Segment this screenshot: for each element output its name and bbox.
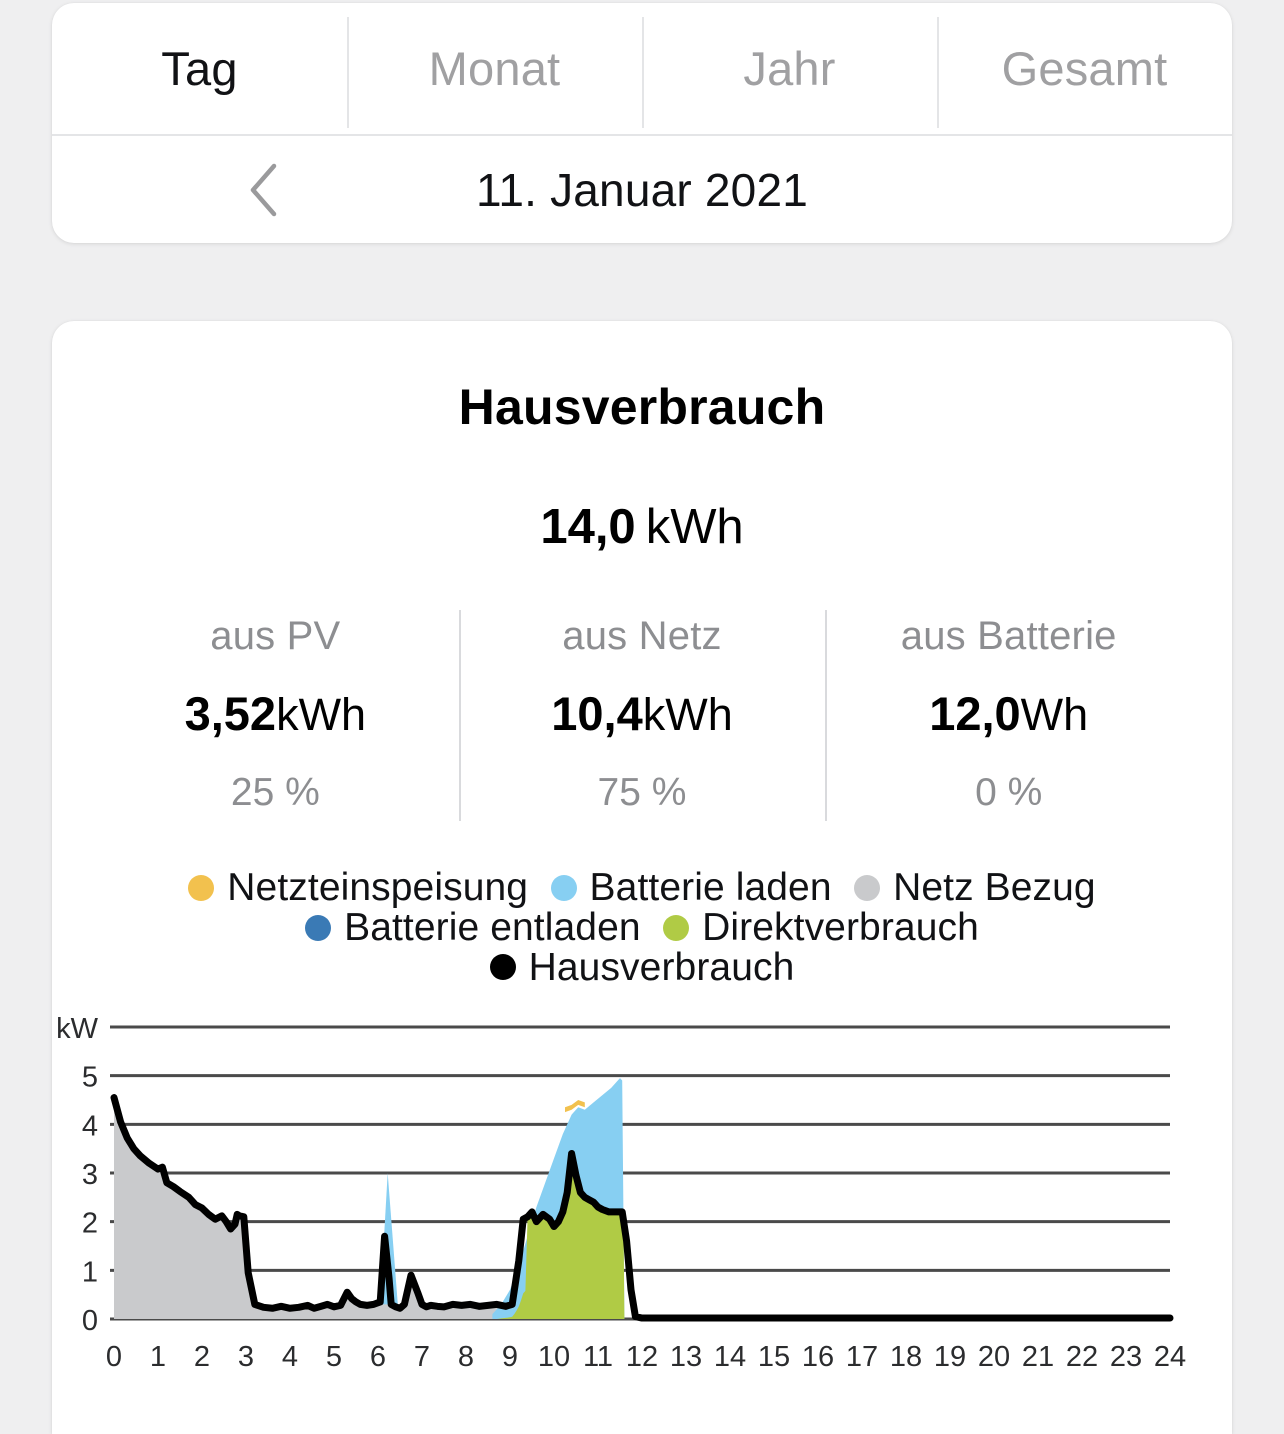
legend-label-netzeinspeisung: Netzteinspeisung <box>227 866 529 909</box>
chart-x-tick-label: 16 <box>802 1341 834 1373</box>
source-breakdown: aus PV 3,52kWh 25 % aus Netz 10,4kWh 75 … <box>52 608 1232 823</box>
chart-y-tick-label: 5 <box>82 1062 98 1094</box>
chart-x-tick-label: 4 <box>282 1341 298 1373</box>
stat-aus-batterie-number: 12,0 <box>929 687 1021 740</box>
chart-x-tick-label: 3 <box>238 1341 254 1373</box>
chart-x-tick-label: 24 <box>1154 1341 1186 1373</box>
chart-legend: Netzteinspeisung Batterie laden Netz Bez… <box>52 868 1232 987</box>
selected-date-label: 11. Januar 2021 <box>475 163 809 216</box>
chart-x-tick-label: 12 <box>626 1341 658 1373</box>
total-consumption: 14,0 kWh <box>52 499 1232 555</box>
legend-dot-batterie-laden <box>550 874 577 901</box>
chart-area-direktverbrauch <box>496 1153 625 1320</box>
house-consumption-card: Hausverbrauch 14,0 kWh aus PV 3,52kWh 25 … <box>52 321 1232 1434</box>
chart-x-tick-label: 18 <box>890 1341 922 1373</box>
chart-x-tick-label: 23 <box>1110 1341 1142 1373</box>
stat-aus-batterie: aus Batterie 12,0Wh 0 % <box>825 608 1192 823</box>
stat-aus-pv-percent: 25 % <box>230 771 320 814</box>
tab-tag-label: Tag <box>161 42 238 95</box>
chart-x-tick-label: 6 <box>370 1341 386 1373</box>
chart-x-tick-label: 13 <box>670 1341 702 1373</box>
chart-x-tick-label: 19 <box>934 1341 966 1373</box>
legend-label-batterie-entladen: Batterie entladen <box>344 905 641 949</box>
chart-y-tick-label: 1 <box>82 1257 98 1289</box>
stat-aus-netz-number: 10,4 <box>551 687 643 740</box>
chart-x-tick-label: 5 <box>326 1341 342 1373</box>
stat-aus-pv-label: aus PV <box>210 614 341 658</box>
tab-monat-label: Monat <box>428 42 561 95</box>
stat-aus-netz-percent: 75 % <box>597 771 687 814</box>
tab-jahr-label: Jahr <box>743 42 836 95</box>
stat-aus-pv-unit: kWh <box>276 689 367 740</box>
energy-chart[interactable]: 0 1 2 3 4 5 kW 0 1 2 3 4 5 6 7 8 9 10 11 12 13 14 15 16 17 18 19 20… <box>52 1009 1232 1381</box>
chart-y-axis-unit-label: kW <box>56 1013 99 1045</box>
chart-y-tick-label: 2 <box>82 1208 98 1240</box>
stat-aus-pv: aus PV 3,52kWh 25 % <box>92 608 459 823</box>
stat-aus-pv-number: 3,52 <box>184 687 277 740</box>
chart-x-tick-label: 2 <box>194 1341 210 1373</box>
chart-area-netz-bezug <box>114 1097 530 1320</box>
tab-jahr[interactable]: Jahr <box>642 3 937 134</box>
period-tabs: Tag Monat Jahr Gesamt <box>52 3 1232 136</box>
legend-dot-netz-bezug <box>854 874 881 901</box>
stat-aus-batterie-value: 12,0Wh <box>825 686 1192 741</box>
chart-line-hausverbrauch <box>110 1094 1174 1322</box>
stat-aus-netz-value: 10,4kWh <box>459 686 826 741</box>
chart-y-tick-label: 3 <box>82 1159 98 1191</box>
stat-aus-netz-label: aus Netz <box>562 614 722 658</box>
stat-aus-batterie-unit: Wh <box>1020 689 1089 740</box>
chart-x-tick-label: 7 <box>414 1341 430 1373</box>
chart-x-tick-label: 21 <box>1022 1341 1054 1373</box>
legend-label-batterie-laden: Batterie laden <box>589 866 832 909</box>
chart-x-tick-label: 22 <box>1066 1341 1098 1373</box>
legend-label-hausverbrauch: Hausverbrauch <box>528 945 795 989</box>
page-title: Hausverbrauch <box>458 379 826 435</box>
chevron-left-icon <box>246 162 280 218</box>
chart-area-netzeinspeisung <box>565 1100 585 1113</box>
chart-y-tick-label: 0 <box>82 1305 98 1337</box>
chart-x-tick-label: 17 <box>846 1341 878 1373</box>
legend-item-netzeinspeisung[interactable]: Netzteinspeisung <box>188 868 528 908</box>
chart-y-tick-label: 4 <box>82 1111 98 1143</box>
total-consumption-unit: kWh <box>645 500 744 554</box>
stat-aus-batterie-label: aus Batterie <box>900 614 1117 658</box>
legend-item-direktverbrauch[interactable]: Direktverbrauch <box>663 905 979 949</box>
stat-aus-pv-value: 3,52kWh <box>92 686 459 741</box>
tab-gesamt[interactable]: Gesamt <box>937 3 1232 134</box>
legend-dot-batterie-entladen <box>305 914 332 941</box>
tab-gesamt-label: Gesamt <box>1001 42 1168 95</box>
legend-item-netz-bezug[interactable]: Netz Bezug <box>854 868 1096 908</box>
stat-aus-netz-unit: kWh <box>642 689 733 740</box>
chart-x-tick-label: 0 <box>106 1341 122 1373</box>
legend-item-batterie-laden[interactable]: Batterie laden <box>550 866 832 909</box>
legend-dot-hausverbrauch <box>489 954 516 981</box>
chart-x-tick-label: 20 <box>978 1341 1010 1373</box>
stat-aus-netz: aus Netz 10,4kWh 75 % <box>458 608 826 823</box>
previous-day-button[interactable] <box>230 157 296 223</box>
legend-dot-direktverbrauch <box>663 914 690 941</box>
chart-x-tick-label: 1 <box>150 1341 166 1373</box>
legend-item-hausverbrauch[interactable]: Hausverbrauch <box>489 945 795 989</box>
period-selector-card: Tag Monat Jahr Gesamt 11. Januar 2021 <box>52 3 1232 243</box>
date-navigation-row: 11. Januar 2021 <box>52 136 1232 243</box>
legend-label-netz-bezug: Netz Bezug <box>893 866 1096 909</box>
tab-monat[interactable]: Monat <box>347 3 642 134</box>
chart-x-tick-label: 14 <box>714 1341 746 1373</box>
chart-x-tick-label: 9 <box>502 1341 518 1373</box>
chart-x-tick-label: 10 <box>538 1341 570 1373</box>
tab-tag[interactable]: Tag <box>52 3 347 134</box>
stat-aus-batterie-percent: 0 % <box>975 771 1043 814</box>
chart-x-tick-label: 15 <box>758 1341 790 1373</box>
legend-item-batterie-entladen[interactable]: Batterie entladen <box>305 905 641 949</box>
legend-dot-netzeinspeisung <box>188 874 215 901</box>
legend-label-direktverbrauch: Direktverbrauch <box>702 905 979 949</box>
chart-x-tick-label: 8 <box>458 1341 474 1373</box>
total-consumption-value: 14,0 <box>540 500 636 554</box>
chart-x-tick-label: 11 <box>583 1341 613 1373</box>
